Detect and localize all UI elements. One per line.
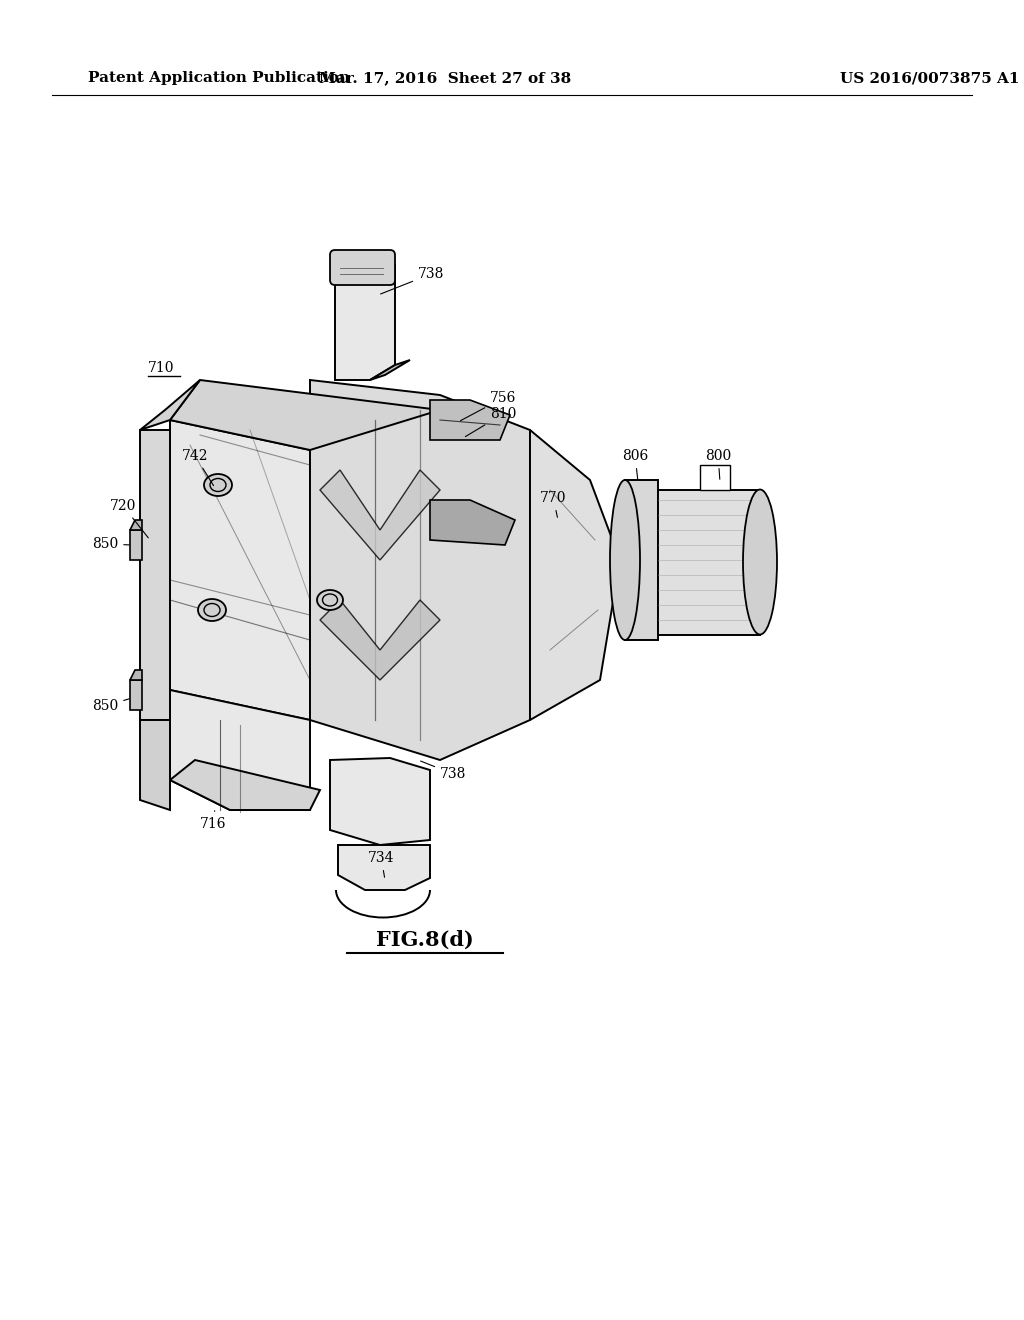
FancyBboxPatch shape [330, 249, 395, 285]
Polygon shape [319, 470, 440, 560]
Text: 810: 810 [465, 407, 516, 437]
Ellipse shape [317, 590, 343, 610]
Polygon shape [530, 430, 620, 719]
Text: 742: 742 [182, 449, 214, 486]
Ellipse shape [743, 490, 777, 635]
Text: 850: 850 [92, 537, 129, 550]
Polygon shape [335, 257, 395, 280]
Ellipse shape [610, 480, 640, 640]
Ellipse shape [198, 599, 226, 620]
Text: 738: 738 [421, 762, 466, 781]
Text: 806: 806 [622, 449, 648, 479]
Text: 800: 800 [705, 449, 731, 479]
Ellipse shape [204, 474, 232, 496]
Polygon shape [658, 490, 760, 635]
Polygon shape [338, 845, 430, 890]
Text: 850: 850 [92, 698, 129, 713]
Text: 756: 756 [461, 391, 516, 421]
Polygon shape [140, 430, 170, 719]
Polygon shape [700, 465, 730, 490]
Text: US 2016/0073875 A1: US 2016/0073875 A1 [840, 71, 1020, 84]
Polygon shape [310, 380, 530, 760]
Text: 720: 720 [110, 499, 148, 537]
Polygon shape [170, 690, 310, 810]
Polygon shape [319, 601, 440, 680]
Text: Mar. 17, 2016  Sheet 27 of 38: Mar. 17, 2016 Sheet 27 of 38 [318, 71, 571, 84]
Polygon shape [140, 380, 200, 430]
Text: 734: 734 [368, 851, 394, 878]
Text: 738: 738 [381, 267, 444, 294]
Polygon shape [625, 480, 658, 640]
Text: Patent Application Publication: Patent Application Publication [88, 71, 350, 84]
Polygon shape [330, 758, 430, 845]
Polygon shape [170, 380, 440, 450]
Polygon shape [370, 360, 410, 380]
Polygon shape [130, 520, 142, 531]
Text: FIG.8(d): FIG.8(d) [376, 931, 474, 950]
Polygon shape [170, 760, 319, 810]
Polygon shape [310, 411, 440, 719]
Polygon shape [130, 680, 142, 710]
Polygon shape [170, 420, 310, 719]
Polygon shape [130, 531, 142, 560]
Polygon shape [140, 719, 170, 810]
Text: 770: 770 [540, 491, 566, 517]
Polygon shape [130, 671, 142, 680]
Text: 716: 716 [200, 810, 226, 832]
Text: 710: 710 [148, 360, 174, 375]
Polygon shape [335, 260, 395, 380]
Polygon shape [430, 500, 515, 545]
Polygon shape [430, 400, 510, 440]
